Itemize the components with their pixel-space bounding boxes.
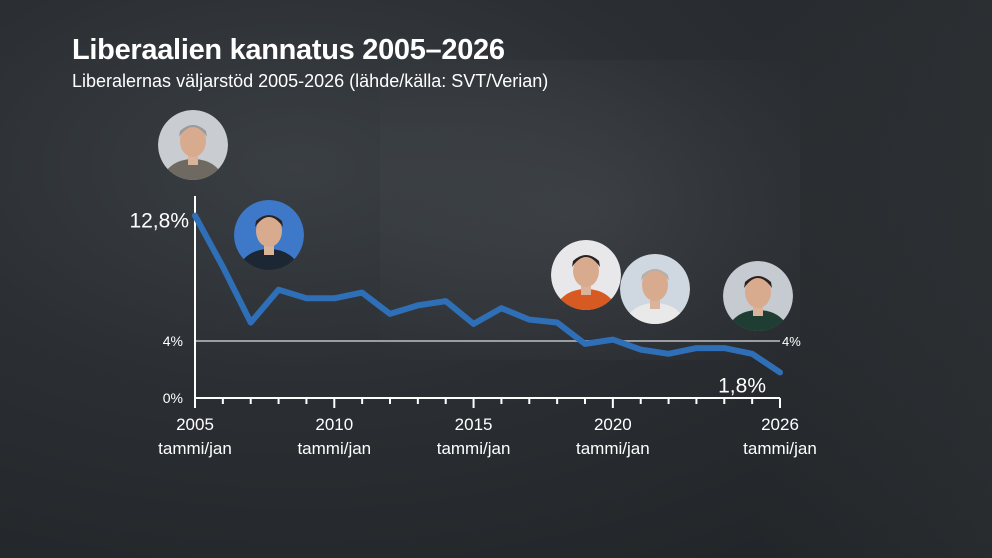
x-tick-label: 2005 bbox=[176, 415, 214, 434]
y-tick-label: 0% bbox=[163, 390, 183, 406]
chart-title: Liberaalien kannatus 2005–2026 bbox=[72, 34, 505, 66]
x-tick-label: 2020 bbox=[594, 415, 632, 434]
y-tick-label: 4% bbox=[163, 333, 183, 349]
x-tick-label: 2026 bbox=[761, 415, 799, 434]
x-tick-sublabel: tammi/jan bbox=[743, 439, 817, 458]
x-tick-label: 2015 bbox=[455, 415, 493, 434]
x-tick-label: 2010 bbox=[315, 415, 353, 434]
x-tick-sublabel: tammi/jan bbox=[437, 439, 511, 458]
person-grey-suit-icon bbox=[158, 110, 228, 180]
value-annotation-end: 1,8% bbox=[718, 374, 766, 397]
person-light-shirt-icon bbox=[620, 254, 690, 324]
series-line bbox=[192, 212, 783, 376]
person-dark-suit-icon bbox=[234, 200, 304, 270]
threshold-label: 4% bbox=[782, 334, 801, 349]
person-orange-top-icon bbox=[551, 240, 621, 310]
background-blur-right bbox=[760, 0, 992, 558]
chart-subtitle: Liberalernas väljarstöd 2005-2026 (lähde… bbox=[72, 71, 549, 91]
x-tick-sublabel: tammi/jan bbox=[576, 439, 650, 458]
x-tick-sublabel: tammi/jan bbox=[158, 439, 232, 458]
x-tick-sublabel: tammi/jan bbox=[297, 439, 371, 458]
person-dark-jacket-icon bbox=[723, 261, 793, 331]
value-annotation-start: 12,8% bbox=[129, 210, 189, 233]
